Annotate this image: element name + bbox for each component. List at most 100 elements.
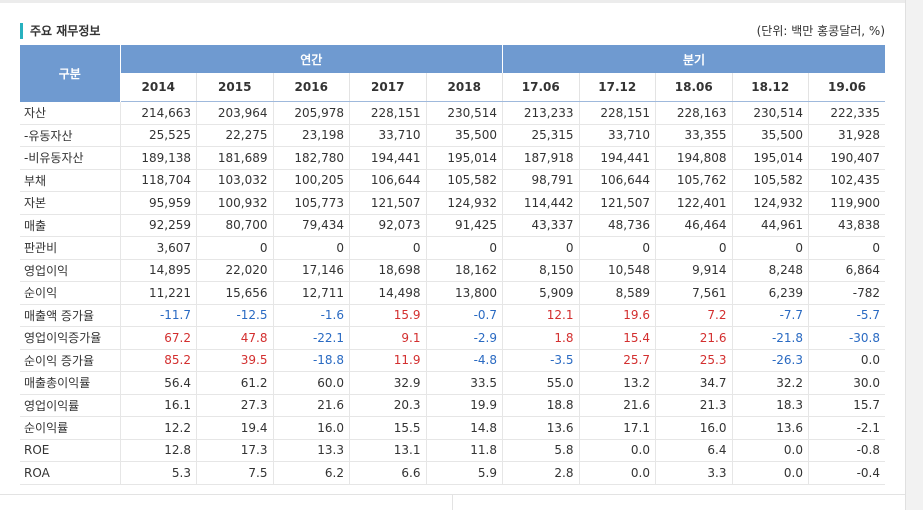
row-label: 순이익률 [20, 416, 120, 440]
table-cell: 25,315 [502, 124, 579, 147]
table-row: 순이익률 12.2 19.4 16.0 15.5 14.8 13.6 17.1 16.0 13.6… [20, 416, 885, 440]
table-cell: 15.9 [349, 304, 426, 327]
table-cell: 44,961 [731, 214, 809, 237]
table-cell: 203,964 [196, 101, 273, 125]
table-cell: 43,838 [808, 214, 885, 237]
table-cell: 6,239 [731, 281, 809, 305]
table-cell: 0.0 [731, 439, 809, 462]
table-row: 부채 118,704 103,032 100,205 106,644 105,582 98,… [20, 169, 885, 192]
table-cell: 230,514 [731, 101, 809, 125]
table-cell: 189,138 [119, 146, 197, 170]
table-cell: 79,434 [272, 214, 350, 237]
title-accent-bar [20, 23, 23, 39]
table-cell: 13,800 [425, 281, 503, 305]
table-cell: 9,914 [655, 259, 732, 282]
table-row: 영업이익률 16.1 27.3 21.6 20.3 19.9 18.8 21.6 21.3 18.… [20, 394, 885, 417]
table-cell: 95,959 [119, 191, 197, 215]
table-cell: -22.1 [272, 326, 350, 350]
table-cell: 13.3 [272, 439, 350, 462]
table-cell: 98,791 [502, 169, 579, 192]
row-label: 영업이익률 [20, 394, 120, 417]
table-cell: 2.8 [502, 461, 579, 485]
table-cell: 21.6 [578, 394, 656, 417]
table-cell: 48,736 [578, 214, 656, 237]
table-cell: 106,644 [349, 169, 426, 192]
table-cell: 0 [578, 236, 656, 260]
table-cell: -0.4 [808, 461, 885, 485]
table-cell: 0.0 [808, 349, 885, 372]
table-cell: 17.3 [196, 439, 273, 462]
column-header: 2014 [119, 73, 197, 102]
table-cell: 228,151 [349, 101, 426, 125]
table-cell: 195,014 [425, 146, 503, 170]
column-header: 18.12 [731, 73, 809, 102]
table-cell: 17.1 [578, 416, 656, 440]
table-cell: 8,248 [731, 259, 809, 282]
table-cell: 12.2 [119, 416, 197, 440]
top-divider [0, 0, 905, 3]
annual-group-header: 연간 [119, 45, 503, 73]
table-cell: 39.5 [196, 349, 273, 372]
table-cell: 80,700 [196, 214, 273, 237]
table-cell: 15.7 [808, 394, 885, 417]
table-cell: 5,909 [502, 281, 579, 305]
table-cell: 13.2 [578, 371, 656, 395]
table-cell: 35,500 [731, 124, 809, 147]
corner-header: 구분 [20, 45, 121, 102]
table-cell: 0 [808, 236, 885, 260]
table-row: ROE 12.8 17.3 13.3 13.1 11.8 5.8 0.0 6.4 0.0 -0.8 [20, 439, 885, 462]
row-label: -비유동자산 [20, 146, 120, 170]
table-cell: 13.6 [502, 416, 579, 440]
table-cell: 19.9 [425, 394, 503, 417]
table-cell: 124,932 [425, 191, 503, 215]
table-cell: -7.7 [731, 304, 809, 327]
table-body: 자산 214,663 203,964 205,978 228,151 230,514 213… [20, 101, 885, 485]
table-cell: 85.2 [119, 349, 197, 372]
table-cell: 91,425 [425, 214, 503, 237]
bottom-column-divider [452, 494, 453, 510]
table-row: 매출 92,259 80,700 79,434 92,073 91,425 43,337 48… [20, 214, 885, 237]
table-cell: 194,808 [655, 146, 732, 170]
table-cell: 1.8 [502, 326, 579, 350]
table-row: 매출총이익률 56.4 61.2 60.0 32.9 33.5 55.0 13.2 34.7 32… [20, 371, 885, 395]
section-header: 주요 재무정보 (단위: 백만 홍콩달러, %) [20, 22, 885, 42]
table-cell: 23,198 [272, 124, 350, 147]
table-cell: 105,582 [425, 169, 503, 192]
table-cell: 43,337 [502, 214, 579, 237]
table-cell: 222,335 [808, 101, 885, 125]
table-cell: 11.9 [349, 349, 426, 372]
table-cell: 195,014 [731, 146, 809, 170]
table-cell: 103,032 [196, 169, 273, 192]
table-cell: 105,773 [272, 191, 350, 215]
table-cell: 0.0 [578, 461, 656, 485]
table-cell: 15,656 [196, 281, 273, 305]
table-cell: 3.3 [655, 461, 732, 485]
table-cell: 9.1 [349, 326, 426, 350]
table-cell: -11.7 [119, 304, 197, 327]
table-cell: 92,259 [119, 214, 197, 237]
row-label: ROA [20, 461, 120, 485]
table-cell: 47.8 [196, 326, 273, 350]
table-cell: 33,710 [578, 124, 656, 147]
table-row: 자산 214,663 203,964 205,978 228,151 230,514 213… [20, 101, 885, 125]
table-cell: 230,514 [425, 101, 503, 125]
table-cell: 11.8 [425, 439, 503, 462]
row-label: 영업이익증가율 [20, 326, 120, 350]
table-cell: 16.0 [272, 416, 350, 440]
table-cell: 17,146 [272, 259, 350, 282]
table-cell: 46,464 [655, 214, 732, 237]
table-cell: 61.2 [196, 371, 273, 395]
table-cell: 0 [196, 236, 273, 260]
quarter-group-header: 분기 [502, 45, 885, 73]
table-cell: 27.3 [196, 394, 273, 417]
column-header: 19.06 [808, 73, 885, 102]
table-cell: 5.8 [502, 439, 579, 462]
table-cell: -18.8 [272, 349, 350, 372]
table-cell: -3.5 [502, 349, 579, 372]
table-cell: 19.6 [578, 304, 656, 327]
table-cell: -2.1 [808, 416, 885, 440]
table-cell: 205,978 [272, 101, 350, 125]
table-cell: 18.3 [731, 394, 809, 417]
table-cell: 15.5 [349, 416, 426, 440]
